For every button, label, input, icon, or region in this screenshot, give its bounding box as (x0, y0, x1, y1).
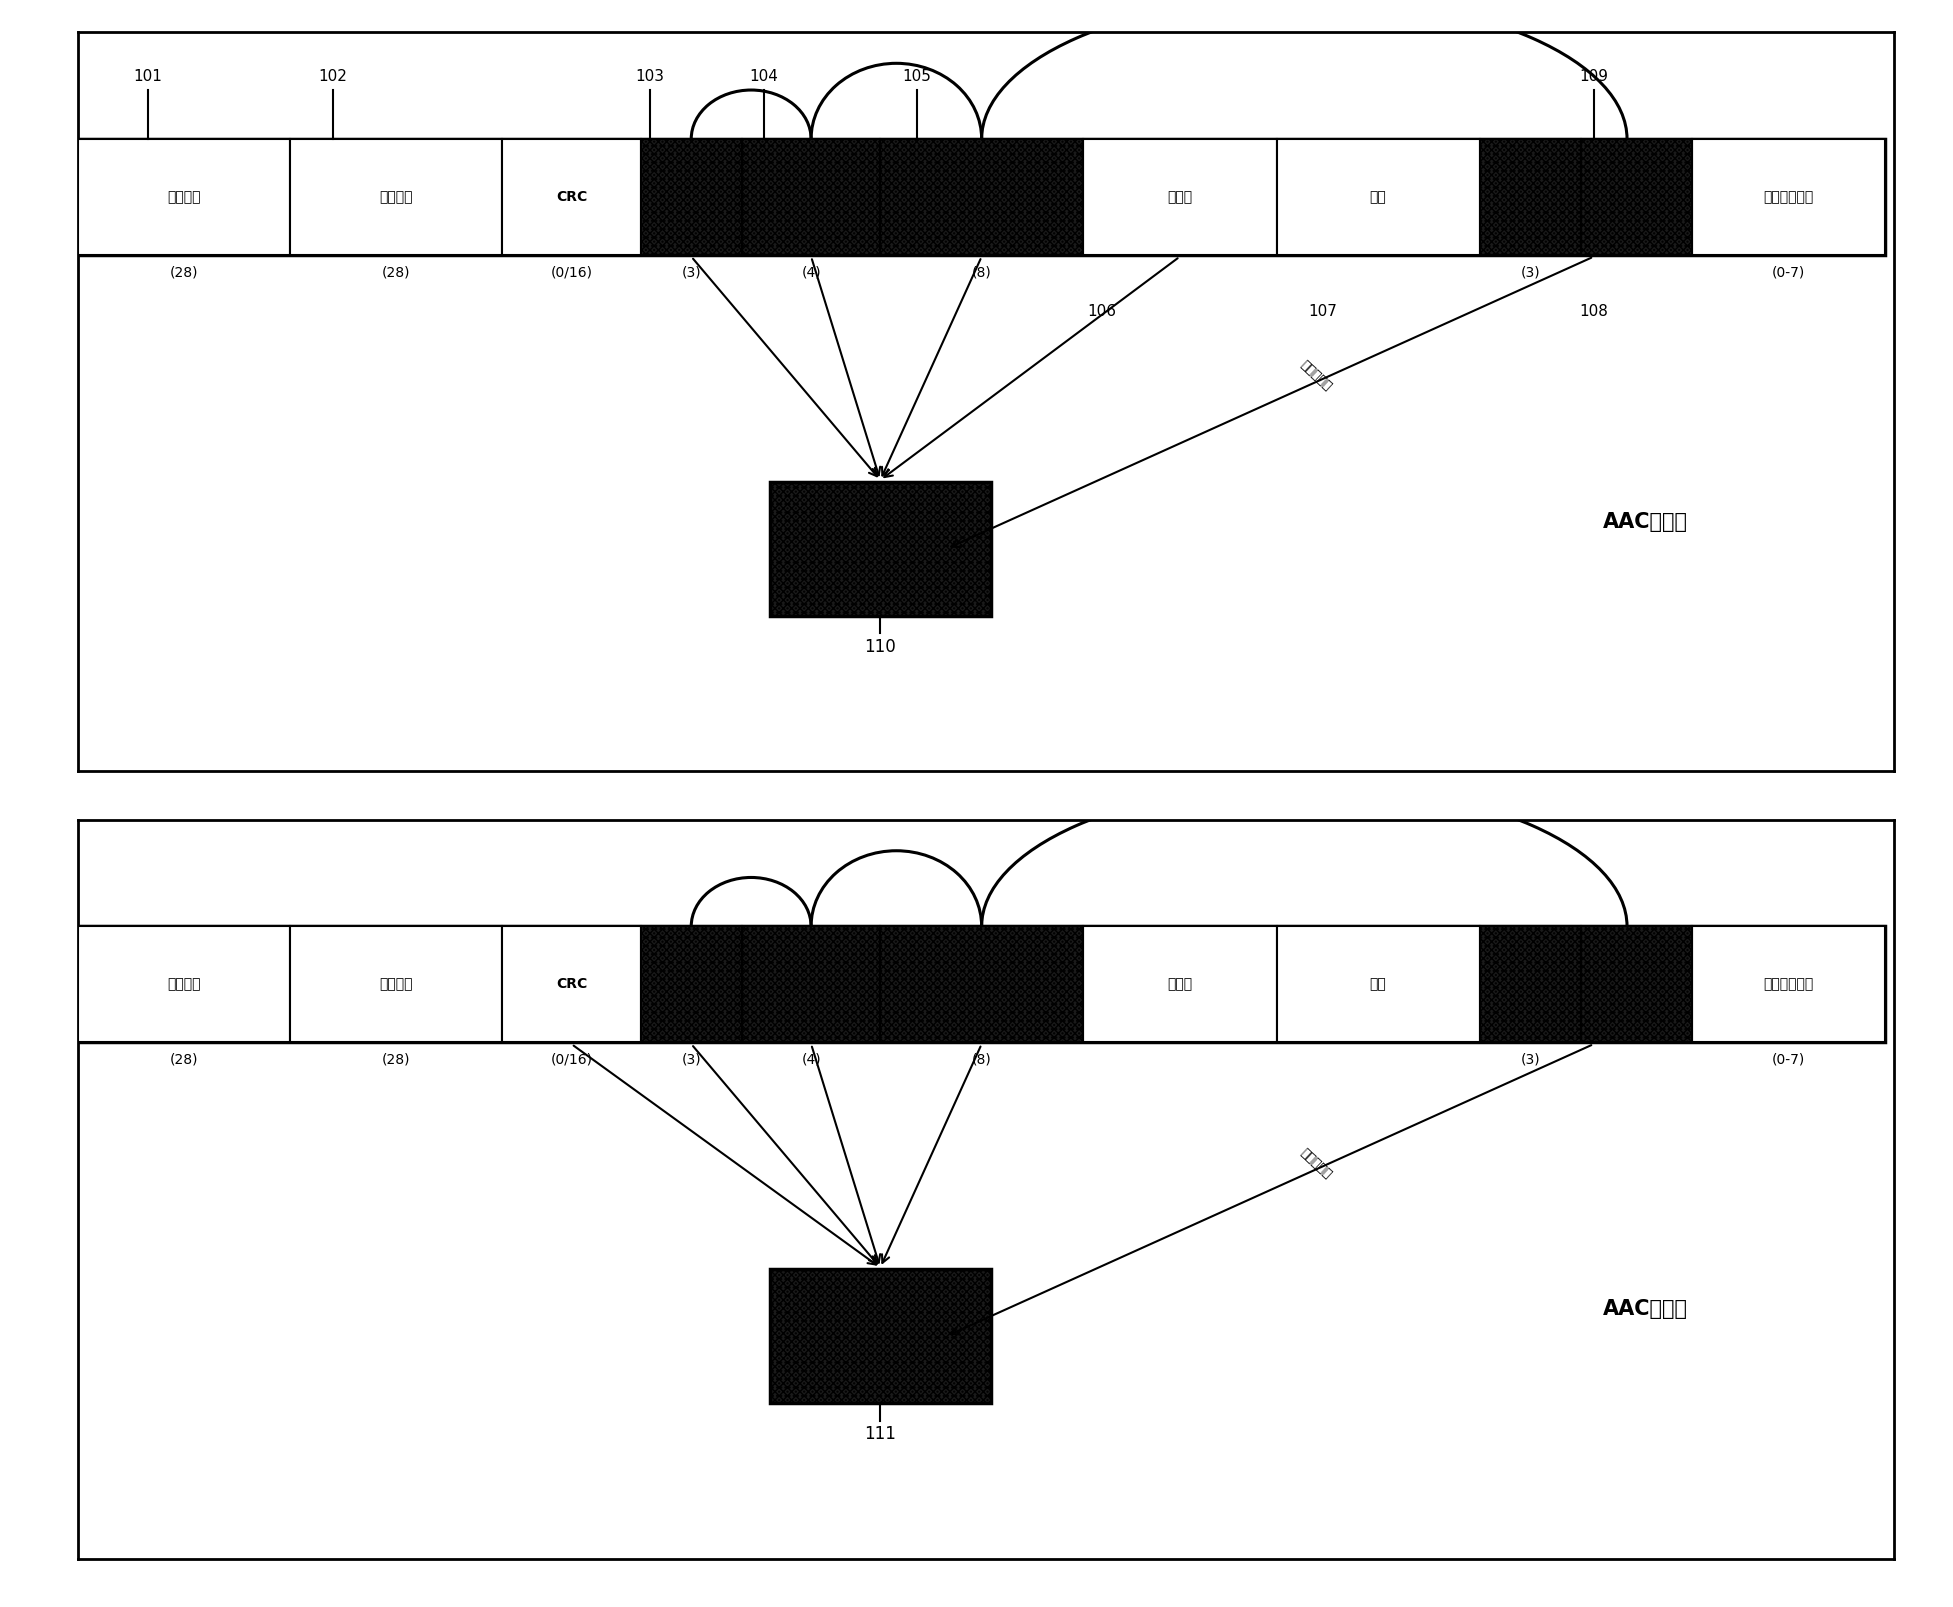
Bar (769, 482, 990, 615)
Bar (1084, 140, 1277, 256)
Text: (0/16): (0/16) (551, 1053, 592, 1067)
Text: (3): (3) (1521, 265, 1541, 280)
Bar (78, 927, 1885, 1043)
Text: (28): (28) (383, 265, 410, 280)
Text: 固定帧头: 固定帧头 (168, 977, 201, 992)
Bar (769, 1270, 990, 1403)
Bar (742, 927, 881, 1043)
Bar (742, 140, 881, 256)
Bar (742, 927, 881, 1043)
Text: 102: 102 (318, 69, 348, 84)
Bar (1480, 140, 1580, 256)
Text: (4): (4) (801, 265, 820, 280)
Text: CRC: CRC (557, 977, 588, 992)
Text: (4): (4) (801, 1053, 820, 1067)
Bar (769, 1270, 990, 1403)
Bar (1480, 927, 1580, 1043)
Bar (881, 140, 1084, 256)
Bar (641, 140, 742, 256)
Bar (1277, 140, 1480, 256)
Text: 108: 108 (1580, 304, 1607, 318)
Text: 104: 104 (750, 69, 779, 84)
Bar (1580, 140, 1691, 256)
Bar (742, 140, 881, 256)
Bar (1580, 927, 1691, 1043)
Text: (28): (28) (170, 265, 199, 280)
Bar (291, 140, 502, 256)
Bar (769, 1270, 990, 1403)
Bar (641, 927, 742, 1043)
Text: (28): (28) (383, 1053, 410, 1067)
Bar (1580, 140, 1691, 256)
Text: 固定帧头: 固定帧头 (168, 190, 201, 204)
Text: (8): (8) (973, 265, 992, 280)
Bar (1480, 927, 1580, 1043)
Bar (1691, 140, 1885, 256)
Text: 字节对齐填充: 字节对齐填充 (1764, 977, 1814, 992)
Bar (641, 927, 742, 1043)
Bar (291, 927, 502, 1043)
Text: (3): (3) (1521, 1053, 1541, 1067)
Text: 106: 106 (1088, 304, 1115, 318)
Bar (881, 927, 1084, 1043)
Text: 字节对齐填充: 字节对齐填充 (1764, 190, 1814, 204)
Text: 数据: 数据 (1369, 190, 1387, 204)
Text: (8): (8) (973, 1053, 992, 1067)
Text: 可变帧头: 可变帧头 (379, 977, 412, 992)
Text: 111: 111 (865, 1425, 896, 1443)
Bar (78, 140, 1885, 256)
Text: 107: 107 (1309, 304, 1338, 318)
Text: (0-7): (0-7) (1771, 1053, 1805, 1067)
Text: (3): (3) (682, 265, 701, 280)
Bar (78, 927, 291, 1043)
Bar (641, 140, 742, 256)
Bar (502, 927, 641, 1043)
Bar (1691, 927, 1885, 1043)
Bar (881, 927, 1084, 1043)
Bar (769, 482, 990, 615)
Bar (1480, 140, 1580, 256)
Text: AAC编码器: AAC编码器 (1603, 513, 1687, 532)
Bar (502, 140, 641, 256)
Bar (881, 927, 1084, 1043)
Text: 可变帧头: 可变帧头 (379, 190, 412, 204)
Bar (881, 140, 1084, 256)
Text: 103: 103 (635, 69, 664, 84)
Text: 边信息: 边信息 (1168, 977, 1193, 992)
Bar (1580, 927, 1691, 1043)
Bar (641, 927, 742, 1043)
Bar (1480, 927, 1580, 1043)
Bar (742, 140, 881, 256)
Bar (1277, 927, 1480, 1043)
Text: (28): (28) (170, 1053, 199, 1067)
Bar (1580, 140, 1691, 256)
Bar (78, 140, 291, 256)
Bar (881, 140, 1084, 256)
Bar (1084, 927, 1277, 1043)
Text: 110: 110 (865, 638, 896, 656)
Text: 边信息: 边信息 (1168, 190, 1193, 204)
Text: CRC: CRC (557, 190, 588, 204)
Bar (641, 140, 742, 256)
Bar (1480, 140, 1580, 256)
Bar (769, 482, 990, 615)
Text: 109: 109 (1580, 69, 1609, 84)
Text: 数据: 数据 (1369, 977, 1387, 992)
Text: 校验位数据: 校验位数据 (1299, 358, 1334, 394)
Text: 105: 105 (902, 69, 932, 84)
Text: (0-7): (0-7) (1771, 265, 1805, 280)
Text: 101: 101 (133, 69, 162, 84)
Bar (1580, 927, 1691, 1043)
Text: (3): (3) (682, 1053, 701, 1067)
Text: AAC解码器: AAC解码器 (1603, 1300, 1687, 1319)
Bar (742, 927, 881, 1043)
Text: 校验位数据: 校验位数据 (1299, 1146, 1334, 1181)
Text: (0/16): (0/16) (551, 265, 592, 280)
